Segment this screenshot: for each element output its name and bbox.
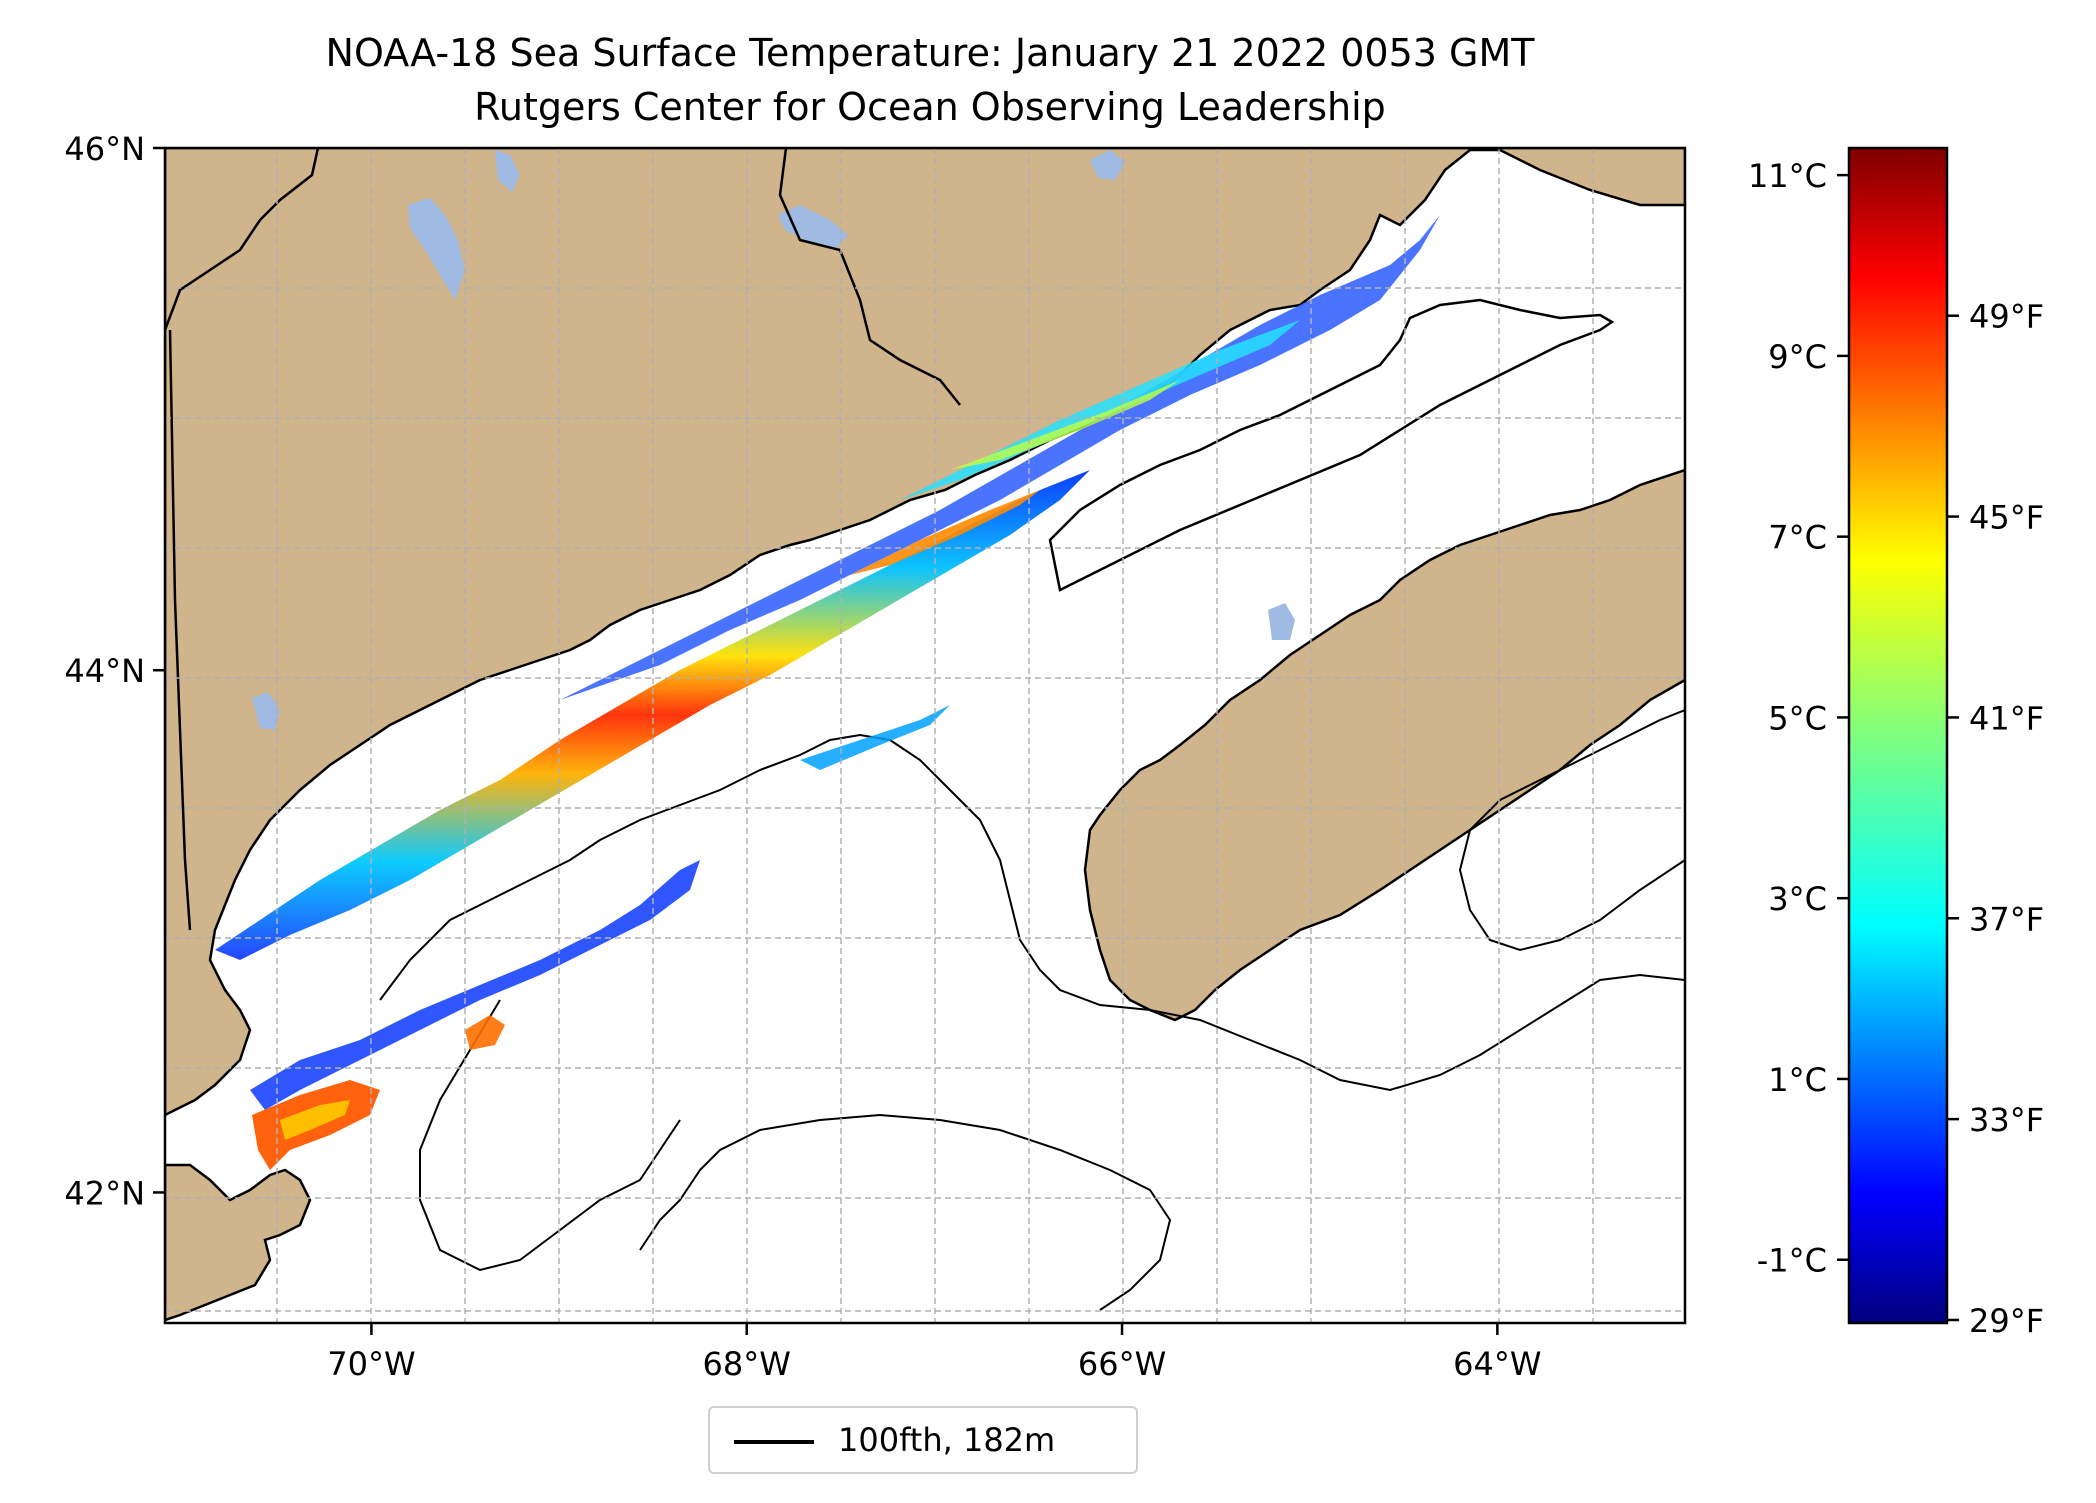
sst-upper-hot <box>850 490 1040 575</box>
lon-tick-label: 70°W <box>327 1345 415 1383</box>
sst-lower-patch <box>800 705 950 770</box>
map-title-line2: Rutgers Center for Ocean Observing Leade… <box>474 85 1386 129</box>
lake-1 <box>408 198 465 300</box>
colorbar-f-label: 37°F <box>1969 900 2044 938</box>
land-mainland <box>165 148 1685 1117</box>
colorbar-f-label: 29°F <box>1969 1302 2044 1340</box>
colorbar <box>1847 146 1949 1325</box>
lat-tick-label: 44°N <box>64 652 145 690</box>
colorbar-celsius-axis: 11°C 9°C 7°C 5°C 3°C 1°C -1°C <box>1748 157 1849 1280</box>
lake-6 <box>1268 603 1295 640</box>
colorbar-f-label: 41°F <box>1969 699 2044 737</box>
map-area <box>165 148 1685 1323</box>
colorbar-c-label: -1°C <box>1757 1242 1827 1280</box>
colorbar-f-label: 45°F <box>1969 499 2044 537</box>
legend-label: 100fth, 182m <box>838 1421 1056 1459</box>
lake-4 <box>1090 150 1125 180</box>
lat-tick-label: 42°N <box>64 1174 145 1212</box>
map-frame <box>163 146 1687 1325</box>
lon-axis: 70°W 68°W 66°W 64°W <box>327 1323 1542 1383</box>
lat-axis: 46°N 44°N 42°N <box>64 130 165 1212</box>
land-nova-scotia <box>1083 468 1685 1022</box>
sst-gulf-warm <box>465 1015 505 1050</box>
gridlines <box>165 148 1685 1323</box>
legend-line-swatch <box>734 1440 814 1444</box>
colorbar-c-label: 5°C <box>1768 699 1827 737</box>
lon-tick-label: 64°W <box>1453 1345 1541 1383</box>
colorbar-fahrenheit-axis: 49°F 45°F 41°F 37°F 33°F 29°F <box>1947 298 2044 1340</box>
bay-of-fundy <box>1048 298 1615 592</box>
lake-5 <box>252 692 280 730</box>
sst-main-band <box>215 470 1090 960</box>
colorbar-c-label: 1°C <box>1768 1061 1827 1099</box>
colorbar-c-label: 9°C <box>1768 338 1827 376</box>
lake-2 <box>495 150 520 192</box>
sst-lower-band <box>250 860 700 1110</box>
colorbar-f-label: 49°F <box>1969 298 2044 336</box>
legend: 100fth, 182m <box>708 1406 1138 1474</box>
colorbar-c-label: 3°C <box>1768 880 1827 918</box>
sst-mass-bay-core <box>280 1100 350 1140</box>
borders <box>165 148 961 406</box>
bathymetry-100fth <box>379 709 1685 1311</box>
lon-tick-label: 66°W <box>1078 1345 1166 1383</box>
colorbar-c-label: 11°C <box>1748 157 1827 195</box>
lon-tick-label: 68°W <box>703 1345 791 1383</box>
colorbar-c-label: 7°C <box>1768 519 1827 557</box>
colorbar-f-label: 33°F <box>1969 1101 2044 1139</box>
lake-3 <box>778 205 848 250</box>
maine-west-border <box>168 329 192 931</box>
land-cape-cod <box>165 1163 312 1322</box>
lat-tick-label: 46°N <box>64 130 145 168</box>
map-title-line1: NOAA-18 Sea Surface Temperature: January… <box>325 31 1535 75</box>
